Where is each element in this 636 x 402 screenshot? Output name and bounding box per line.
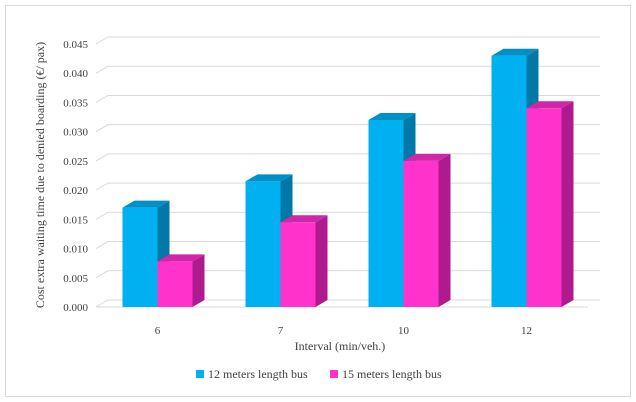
- bar-top: [157, 254, 205, 262]
- bars: [122, 48, 574, 308]
- y-tick-label: 0.015: [63, 214, 88, 226]
- bar-top: [403, 153, 451, 161]
- bar-top: [122, 200, 170, 208]
- gridline: [95, 94, 600, 103]
- y-tick-label: 0.040: [63, 68, 88, 80]
- y-axis-title: Cost extra waiting time due to denied bo…: [33, 42, 47, 308]
- bar-front: [403, 160, 439, 307]
- bar-front: [526, 108, 562, 308]
- x-axis-title: Interval (min/veh.): [295, 339, 386, 353]
- y-tick-label: 0.035: [63, 97, 88, 109]
- y-tick-label: 0.000: [63, 302, 88, 314]
- bar-side: [315, 215, 328, 307]
- legend: 12 meters length bus 15 meters length bus: [196, 367, 442, 381]
- legend-label: 15 meters length bus: [342, 367, 442, 381]
- bar-15m-12: [526, 101, 574, 308]
- bar-front: [157, 261, 193, 307]
- bar-15m-10: [403, 153, 451, 307]
- bar-front: [491, 55, 527, 307]
- bar-top: [526, 101, 574, 109]
- bar-front: [368, 119, 404, 307]
- legend-item-15m: 15 meters length bus: [330, 367, 442, 381]
- legend-swatch: [196, 370, 204, 378]
- bar-side: [438, 153, 451, 307]
- y-tick-label: 0.045: [63, 39, 88, 51]
- gridline: [95, 65, 600, 74]
- y-tick-label: 0.025: [63, 156, 88, 168]
- bar-top: [491, 48, 539, 56]
- bar-front: [245, 181, 281, 307]
- x-tick-label: 7: [278, 325, 284, 337]
- gridline: [95, 124, 600, 133]
- bar-front: [280, 222, 316, 307]
- x-tick-label: 10: [398, 325, 410, 337]
- bar-top: [245, 174, 293, 182]
- gridline: [95, 36, 600, 45]
- x-axis-ticks: 6 7 10 12: [155, 325, 532, 337]
- y-tick-label: 0.005: [63, 273, 88, 285]
- bar-top: [368, 112, 416, 120]
- bar-front: [122, 207, 158, 307]
- bar-top: [280, 215, 328, 223]
- x-tick-label: 12: [521, 325, 532, 337]
- x-tick-label: 6: [155, 325, 161, 337]
- legend-label: 12 meters length bus: [208, 367, 308, 381]
- bar-side: [561, 101, 574, 308]
- bar-15m-7: [280, 215, 328, 307]
- legend-swatch: [330, 370, 338, 378]
- y-tick-label: 0.020: [63, 185, 88, 197]
- legend-item-12m: 12 meters length bus: [196, 367, 308, 381]
- bar-15m-6: [157, 254, 205, 307]
- bar-side: [192, 254, 205, 307]
- y-tick-label: 0.030: [63, 127, 88, 139]
- y-tick-label: 0.010: [63, 244, 88, 256]
- y-axis-ticks: 0.000 0.005 0.010 0.015 0.020 0.025 0.030 0.035…: [63, 39, 88, 314]
